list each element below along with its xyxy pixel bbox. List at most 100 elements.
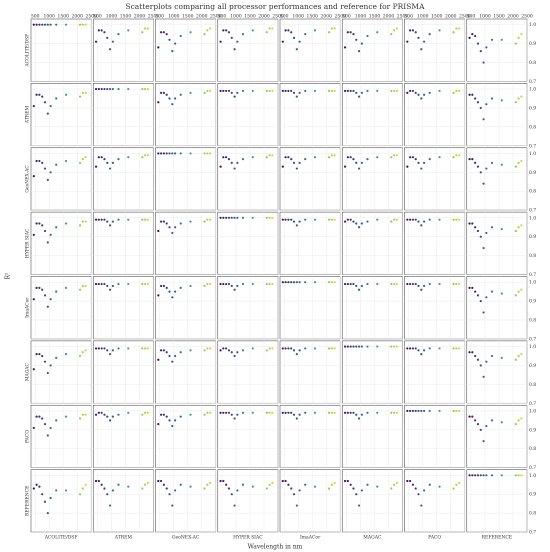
point xyxy=(468,157,471,161)
point xyxy=(189,413,192,416)
point xyxy=(146,411,149,414)
y-tick-label: 0.9 xyxy=(529,492,536,498)
point xyxy=(46,241,49,244)
point xyxy=(241,411,245,414)
point xyxy=(392,218,396,221)
point xyxy=(146,282,149,286)
point xyxy=(143,282,147,286)
point xyxy=(327,347,331,350)
panel xyxy=(466,211,528,275)
point xyxy=(414,218,417,221)
point xyxy=(428,483,431,486)
panel xyxy=(92,404,154,468)
point xyxy=(352,345,355,348)
point xyxy=(406,91,409,94)
point xyxy=(411,409,415,413)
point xyxy=(189,485,192,488)
point xyxy=(514,42,517,45)
point xyxy=(298,220,301,223)
panel xyxy=(341,147,403,211)
point xyxy=(411,156,415,159)
point xyxy=(468,222,471,225)
point xyxy=(455,27,458,30)
panel xyxy=(279,340,341,404)
point xyxy=(357,95,361,98)
point xyxy=(330,347,333,350)
point xyxy=(330,281,333,284)
point xyxy=(168,290,171,293)
point xyxy=(168,493,171,496)
point xyxy=(222,282,225,286)
point xyxy=(209,347,212,350)
point xyxy=(64,286,68,289)
point xyxy=(468,286,471,289)
point xyxy=(111,415,114,418)
point xyxy=(160,91,163,94)
point xyxy=(203,33,206,36)
point xyxy=(395,411,398,414)
point xyxy=(146,27,149,30)
point xyxy=(38,485,41,488)
point xyxy=(476,101,480,104)
point xyxy=(94,282,98,286)
panel xyxy=(30,18,92,82)
point xyxy=(206,152,209,155)
point xyxy=(171,231,174,235)
point xyxy=(203,349,206,352)
x-tick-label: 2000 xyxy=(321,14,333,20)
point xyxy=(222,347,225,350)
point xyxy=(292,161,296,164)
point xyxy=(219,165,222,168)
point xyxy=(420,48,423,51)
point xyxy=(64,222,68,225)
point xyxy=(236,489,239,492)
panel xyxy=(217,404,279,468)
point xyxy=(111,161,114,164)
panel xyxy=(92,469,154,533)
point xyxy=(485,46,488,49)
point xyxy=(290,157,293,161)
point xyxy=(409,479,412,483)
point xyxy=(41,288,44,291)
point xyxy=(392,483,396,486)
point xyxy=(420,504,423,507)
y-tick-label: 0.7 xyxy=(529,530,536,536)
point xyxy=(206,411,209,414)
point xyxy=(141,282,144,286)
point xyxy=(423,409,426,413)
point xyxy=(452,31,455,34)
point xyxy=(468,415,471,418)
point xyxy=(390,487,393,490)
point xyxy=(423,220,426,223)
point xyxy=(471,222,474,225)
point xyxy=(64,415,68,418)
point xyxy=(241,157,245,161)
point xyxy=(160,349,163,352)
point xyxy=(360,345,363,348)
x-tick-label: 500 xyxy=(155,14,164,20)
point xyxy=(41,161,44,164)
point xyxy=(455,89,458,93)
point xyxy=(333,218,336,221)
point xyxy=(100,282,103,286)
point xyxy=(313,29,317,32)
point xyxy=(46,371,49,375)
point xyxy=(236,91,239,94)
point xyxy=(84,220,87,223)
point xyxy=(209,218,212,221)
point xyxy=(406,282,409,286)
point xyxy=(420,224,423,227)
point xyxy=(271,89,274,93)
point xyxy=(352,282,355,286)
point xyxy=(485,424,488,428)
point xyxy=(127,485,130,488)
point xyxy=(168,97,171,100)
point xyxy=(281,281,284,284)
point xyxy=(376,31,379,34)
point xyxy=(295,504,298,507)
point xyxy=(160,479,163,483)
point xyxy=(517,474,520,477)
point xyxy=(230,493,233,496)
panel xyxy=(279,276,341,340)
point xyxy=(225,347,228,350)
